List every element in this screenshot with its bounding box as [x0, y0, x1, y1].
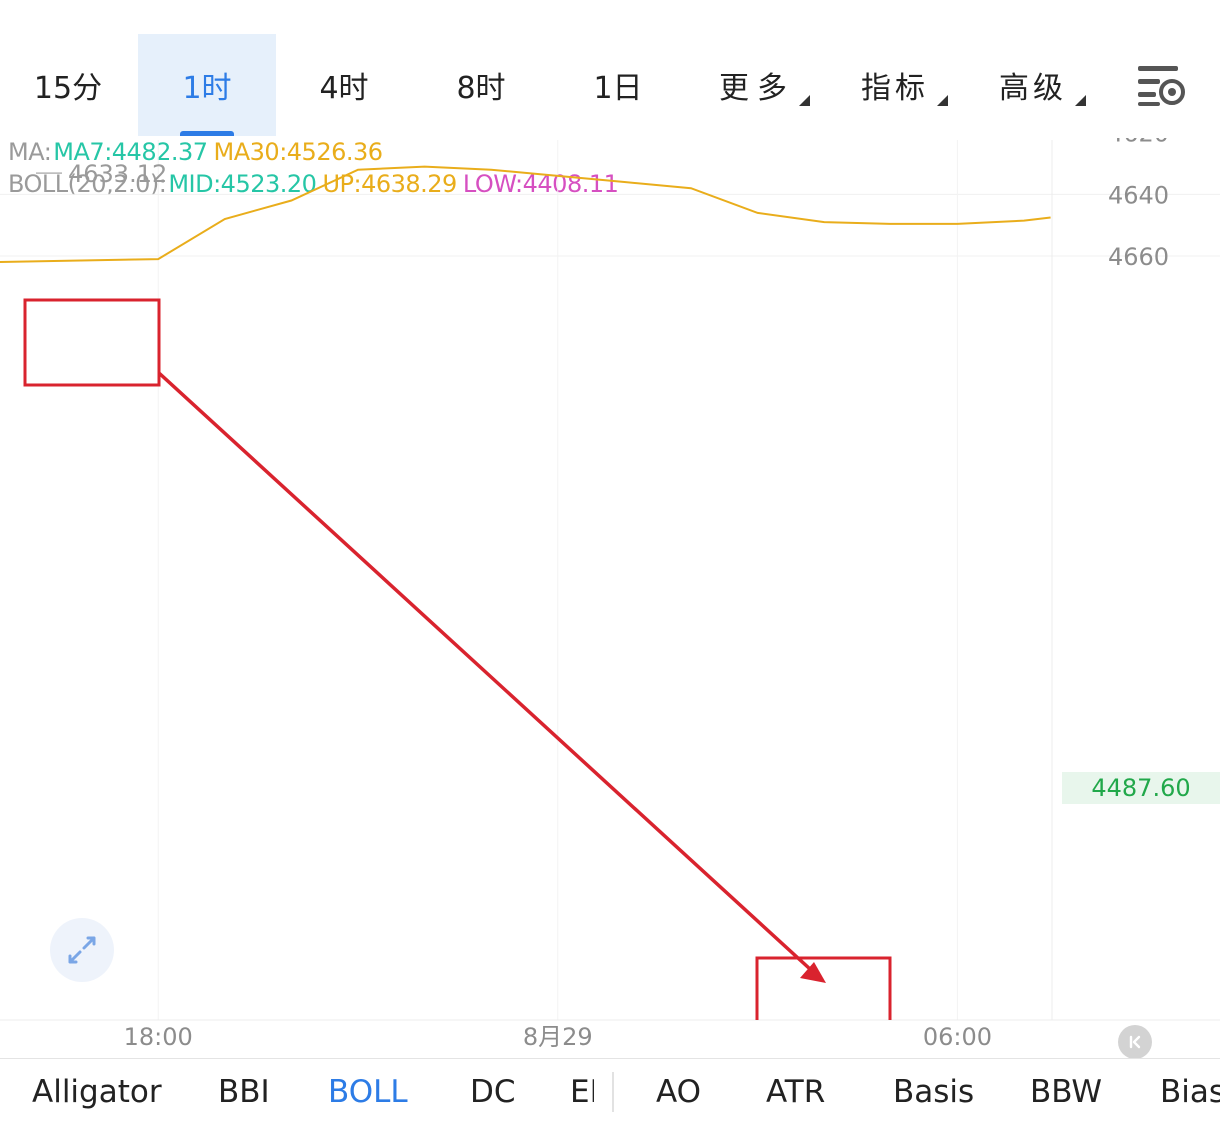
high-annotation-box	[23, 298, 161, 387]
chevron-down-icon	[799, 95, 810, 106]
y-tick-label: 4620	[1108, 138, 1169, 148]
fullscreen-icon[interactable]	[50, 918, 114, 982]
tab-more-label: 更多	[719, 71, 795, 106]
x-tick-label: 8月29	[523, 1023, 593, 1051]
tab-8h-label: 8时	[456, 71, 506, 106]
trend-arrow-head	[800, 962, 826, 983]
tab-indicators[interactable]: 指标	[828, 34, 962, 136]
tab-4h-label: 4时	[319, 71, 369, 106]
high-price-label: 4633.12	[68, 160, 167, 188]
tab-15m[interactable]: 15分	[0, 34, 136, 136]
scroll-to-latest-icon[interactable]	[1118, 1025, 1152, 1059]
tab-advanced-label: 高级	[999, 71, 1067, 106]
indicator-tab-boll[interactable]: BOLL	[328, 1073, 408, 1110]
timeframe-tabs: 15分 1时 4时 8时 1日 更多 指标 高级	[0, 34, 1220, 136]
indicator-tab-dc[interactable]: DC	[470, 1073, 516, 1110]
candlestick-chart[interactable]: 4660464046204600458045604540452045004480…	[0, 138, 1220, 1058]
tab-1h[interactable]: 1时	[138, 34, 276, 136]
tab-1h-label: 1时	[182, 71, 232, 106]
y-tick-label: 4640	[1108, 181, 1169, 209]
ma-legend-prefix: MA:	[8, 138, 52, 166]
boll-mid-value: MID:4523.20	[168, 170, 317, 198]
y-tick-label: 4660	[1108, 243, 1169, 271]
active-tab-indicator	[180, 131, 234, 136]
indicator-tab-ema[interactable]: EMA	[570, 1073, 594, 1110]
tab-more[interactable]: 更多	[690, 34, 824, 136]
tab-1d-label: 1日	[593, 71, 643, 106]
indicator-tabs: Alligator BBI BOLL DC EMA AO ATR Basis B…	[0, 1062, 1220, 1121]
tab-15m-label: 15分	[33, 71, 103, 106]
chevron-down-icon	[1075, 95, 1086, 106]
ma7-value: MA7:4482.37	[53, 138, 208, 166]
indicator-tab-alligator[interactable]: Alligator	[32, 1073, 162, 1110]
indicator-tab-bbi[interactable]: BBI	[218, 1073, 270, 1110]
indicator-tab-atr[interactable]: ATR	[766, 1073, 826, 1110]
indicator-tab-bias[interactable]: Bias	[1160, 1073, 1220, 1110]
low-annotation-box	[755, 956, 892, 1020]
chart-settings-icon[interactable]	[1136, 64, 1188, 108]
indicator-tabs-separator	[612, 1072, 614, 1112]
boll-upper-line	[0, 165, 1051, 264]
indicator-tab-basis[interactable]: Basis	[893, 1073, 975, 1110]
bottom-divider	[0, 1058, 1220, 1059]
indicator-tab-bbw[interactable]: BBW	[1030, 1073, 1103, 1110]
ma30-value: MA30:4526.36	[213, 138, 384, 166]
boll-legend-prefix: BOLL(20,2.0):	[8, 170, 167, 198]
tab-8h[interactable]: 8时	[412, 34, 550, 136]
chevron-down-icon	[937, 95, 948, 106]
tab-4h[interactable]: 4时	[276, 34, 412, 136]
tab-1d[interactable]: 1日	[550, 34, 686, 136]
trend-arrow-line	[157, 371, 824, 982]
x-tick-label: 18:00	[124, 1023, 193, 1051]
ma-legend: MA:MA7:4482.37 MA30:4526.36	[8, 138, 389, 166]
x-tick-label: 06:00	[923, 1023, 992, 1051]
current-price-tag: 4487.60	[1062, 772, 1220, 804]
indicator-tab-ao[interactable]: AO	[656, 1073, 702, 1110]
tab-advanced[interactable]: 高级	[966, 34, 1100, 136]
tab-indicators-label: 指标	[861, 71, 929, 106]
